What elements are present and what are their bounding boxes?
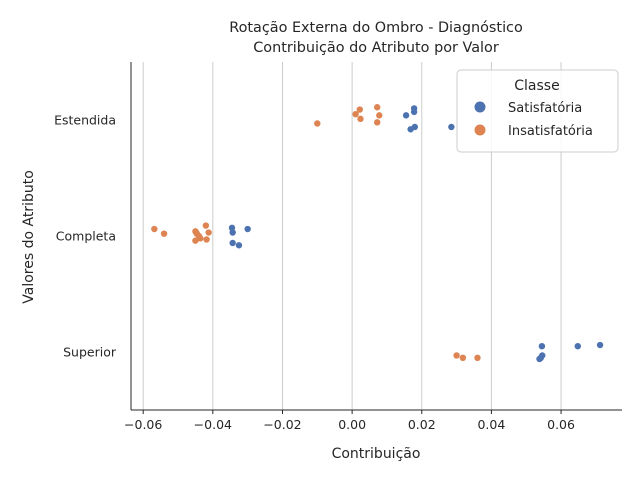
chart-title: Rotação Externa do Ombro - Diagnóstico <box>229 20 523 36</box>
data-point <box>205 229 212 236</box>
legend-title: Classe <box>514 78 559 94</box>
data-point <box>453 352 460 359</box>
data-point <box>197 235 204 242</box>
legend: Classe Satisfatória Insatisfatória <box>456 69 619 153</box>
legend-box <box>456 69 619 153</box>
x-tick-label: 0.04 <box>477 417 505 432</box>
x-tick-label: 0.02 <box>408 417 436 432</box>
data-point <box>536 355 543 363</box>
chart-subtitle: Contribuição do Atributo por Valor <box>253 40 499 56</box>
data-point <box>448 123 455 131</box>
data-point <box>357 115 364 123</box>
data-point <box>596 341 604 349</box>
x-tick-label: −0.04 <box>194 417 232 432</box>
legend-marker-insatisfatoria <box>474 124 486 136</box>
data-point <box>574 343 581 350</box>
data-point <box>538 343 546 350</box>
x-tick-label: 0.06 <box>547 417 575 432</box>
x-tick-label: −0.02 <box>263 417 301 432</box>
data-point <box>376 112 383 119</box>
data-point <box>229 239 236 247</box>
data-point <box>352 111 359 118</box>
y-axis-label: Valores do Atributo <box>21 170 37 304</box>
data-point <box>356 106 363 113</box>
data-point <box>229 229 236 236</box>
data-point <box>402 112 410 119</box>
legend-label-satisfatoria: Satisfatória <box>508 101 582 116</box>
data-point <box>459 354 467 361</box>
data-point <box>373 119 381 126</box>
legend-marker-satisfatoria <box>474 101 486 113</box>
data-point <box>373 104 381 111</box>
x-axis-label: Contribuição <box>332 446 421 462</box>
data-point <box>244 225 251 233</box>
data-point <box>202 222 210 229</box>
data-point <box>235 242 243 249</box>
data-points <box>151 104 604 363</box>
y-tick-label: Completa <box>56 229 116 244</box>
x-tick-label: 0.00 <box>338 417 366 432</box>
x-axis-ticks: −0.06 −0.04 −0.02 0.00 0.02 0.04 0.06 <box>124 410 575 432</box>
y-tick-label: Superior <box>63 345 117 360</box>
y-axis-ticks: Estendida Completa Superior <box>54 113 117 360</box>
data-point <box>407 126 414 133</box>
data-point <box>314 120 321 127</box>
data-point <box>474 354 481 361</box>
y-tick-label: Estendida <box>54 113 116 128</box>
data-point <box>410 108 418 116</box>
data-point <box>151 225 158 233</box>
x-tick-label: −0.06 <box>124 417 162 432</box>
data-point <box>160 230 168 237</box>
data-point <box>192 237 199 244</box>
data-point <box>203 236 210 243</box>
legend-label-insatisfatoria: Insatisfatória <box>508 124 593 139</box>
